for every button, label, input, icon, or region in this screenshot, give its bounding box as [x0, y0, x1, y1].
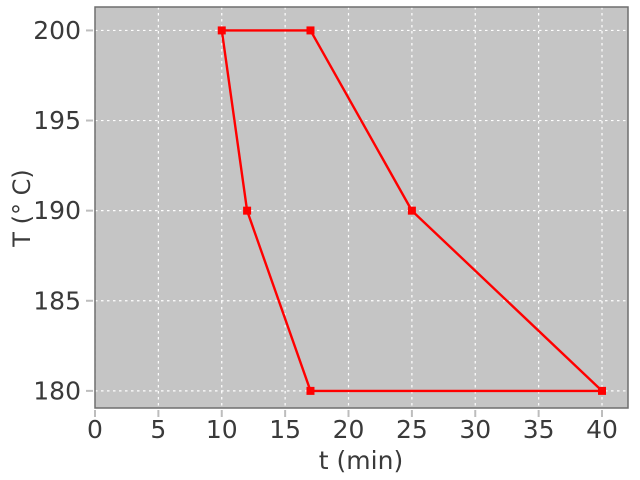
- plot-area: [95, 7, 628, 408]
- x-axis-label: t (min): [319, 446, 403, 475]
- data-point-marker: [407, 206, 416, 215]
- tick-label-layer: 0 5 10 15 20 25 30 35 40 180 185 190 195 200: [33, 16, 618, 444]
- x-tick-label: 35: [523, 415, 555, 444]
- data-point-marker: [243, 206, 252, 215]
- y-tick-label: 195: [33, 106, 81, 135]
- plot-border: [94, 6, 629, 409]
- tick-layer: [86, 29, 604, 417]
- x-tick-label: 5: [150, 415, 166, 444]
- x-tick-label: 25: [396, 415, 428, 444]
- x-tick-label: 0: [87, 415, 103, 444]
- y-tick-label: 200: [33, 16, 81, 45]
- y-axis-label: T (° C): [8, 169, 36, 247]
- x-tick-label: 40: [586, 415, 618, 444]
- plot-background-layer: [95, 7, 628, 408]
- data-series-layer: [217, 26, 607, 395]
- y-tick-label: 190: [33, 196, 81, 225]
- data-point-marker: [306, 26, 315, 35]
- y-tick-label: 185: [33, 286, 81, 315]
- plot-border-layer: [94, 6, 629, 409]
- x-tick-label: 15: [269, 415, 301, 444]
- x-tick-label: 30: [459, 415, 491, 444]
- y-tick-label: 180: [33, 376, 81, 405]
- x-tick-label: 10: [206, 415, 238, 444]
- x-tick-label: 20: [333, 415, 365, 444]
- data-point-marker: [306, 386, 315, 395]
- data-point-marker: [598, 386, 607, 395]
- data-point-marker: [217, 26, 226, 35]
